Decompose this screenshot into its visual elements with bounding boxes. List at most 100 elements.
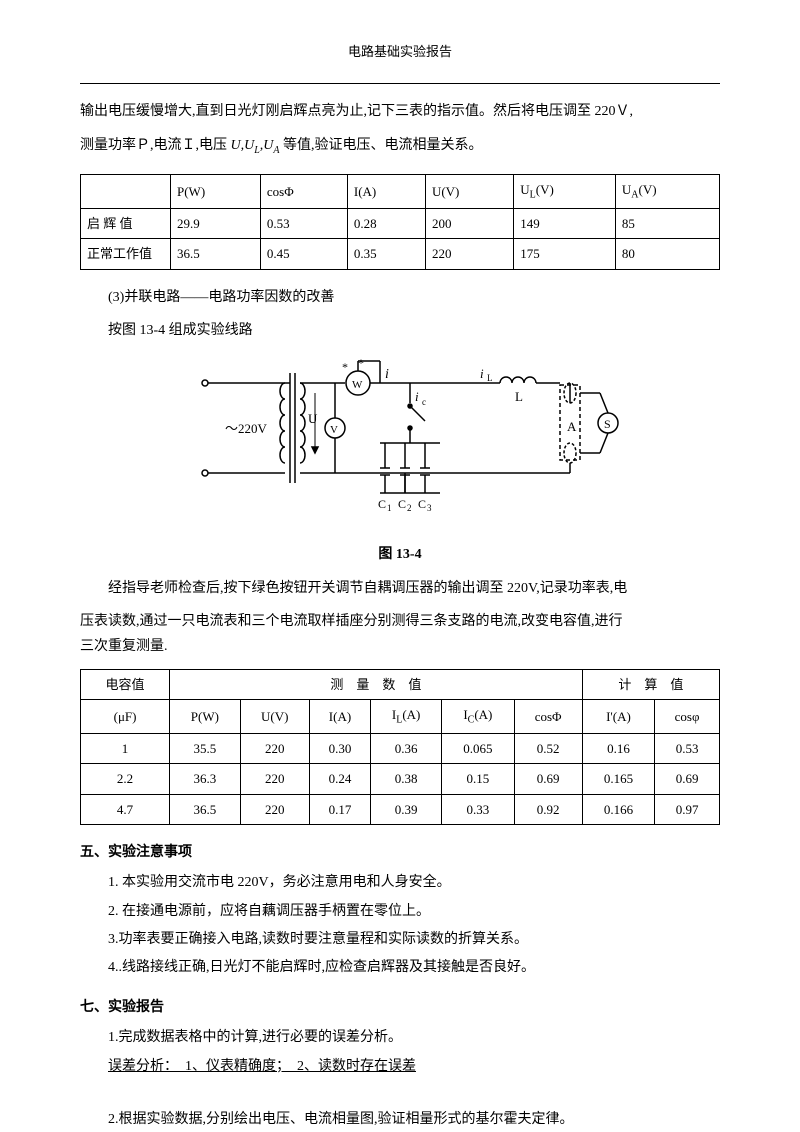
cell: IL(A) <box>371 700 442 734</box>
svg-text:C: C <box>398 497 406 511</box>
svg-text:～220V: ～220V <box>225 421 268 436</box>
list-item: 3.功率表要正确接入电路,读数时要注意量程和实际读数的折算关系。 <box>80 927 720 952</box>
cell: 0.53 <box>655 734 720 764</box>
table-row: 4.7 36.5 220 0.17 0.39 0.33 0.92 0.166 0… <box>81 794 720 824</box>
cell: P(W) <box>170 700 241 734</box>
cell: 0.39 <box>371 794 442 824</box>
cell: 0.97 <box>655 794 720 824</box>
list-item: 1. 本实验用交流市电 220V，务必注意用电和人身安全。 <box>80 870 720 895</box>
cell: 电容值 <box>81 670 170 700</box>
svg-text:*: * <box>342 360 348 374</box>
cell: 0.36 <box>371 734 442 764</box>
cell: 149 <box>514 208 616 238</box>
cell: 0.35 <box>347 239 425 269</box>
cell: 220 <box>240 764 309 794</box>
svg-text:1: 1 <box>387 503 392 513</box>
cell: 0.69 <box>655 764 720 794</box>
cell: cosΦ <box>514 700 582 734</box>
cell: U(V) <box>240 700 309 734</box>
cell: 2.2 <box>81 764 170 794</box>
cell: 0.28 <box>347 208 425 238</box>
list-item: 4..线路接线正确,日光灯不能启辉时,应检查启辉器及其接触是否良好。 <box>80 955 720 980</box>
circuit-diagram: ～220V U V W * * i <box>80 353 720 532</box>
table-2: 电容值 测 量 数 值 计 算 值 (μF) P(W) U(V) I(A) IL… <box>80 669 720 825</box>
intro-vars2: ,U <box>260 138 274 153</box>
svg-text:i: i <box>415 389 419 404</box>
cell: UL(V) <box>514 175 616 209</box>
svg-text:W: W <box>352 379 363 391</box>
svg-text:C: C <box>378 497 386 511</box>
para-after-fig-2: 压表读数,通过一只电流表和三个电流取样插座分别测得三条支路的电流,改变电容值,进… <box>80 609 720 634</box>
cell: IC(A) <box>442 700 514 734</box>
table-row: 2.2 36.3 220 0.24 0.38 0.15 0.69 0.165 0… <box>81 764 720 794</box>
cell: U(V) <box>425 175 513 209</box>
cell: I(A) <box>347 175 425 209</box>
cell: 0.45 <box>260 239 347 269</box>
cell: 测 量 数 值 <box>170 670 583 700</box>
table-row: 电容值 测 量 数 值 计 算 值 <box>81 670 720 700</box>
cell: 0.24 <box>309 764 370 794</box>
cell: 0.065 <box>442 734 514 764</box>
cell: 0.33 <box>442 794 514 824</box>
cell: 0.165 <box>582 764 654 794</box>
cell: cosφ <box>655 700 720 734</box>
svg-text:S: S <box>604 417 611 431</box>
page-header: 电路基础实验报告 <box>80 40 720 63</box>
table-row: (μF) P(W) U(V) I(A) IL(A) IC(A) cosΦ I'(… <box>81 700 720 734</box>
error-analysis: 误差分析： 1、仪表精确度； 2、读数时存在误差 <box>80 1054 720 1079</box>
cell: 0.166 <box>582 794 654 824</box>
header-divider <box>80 83 720 84</box>
cell: I'(A) <box>582 700 654 734</box>
cell: 0.30 <box>309 734 370 764</box>
cell: 计 算 值 <box>582 670 719 700</box>
list-item: 2.根据实验数据,分别绘出电压、电流相量图,验证相量形式的基尔霍夫定律。 <box>80 1107 720 1132</box>
cell: UA(V) <box>615 175 719 209</box>
intro-vars: U,U <box>231 138 255 153</box>
cell <box>81 175 171 209</box>
intro-prefix: 测量功率Ｐ,电流Ｉ,电压 <box>80 138 231 153</box>
cell: 36.5 <box>170 794 241 824</box>
para-after-fig-1: 经指导老师检查后,按下绿色按钮开关调节自耦调压器的输出调至 220V,记录功率表… <box>80 576 720 601</box>
cell: 0.53 <box>260 208 347 238</box>
svg-text:A: A <box>567 419 577 434</box>
table-row: 1 35.5 220 0.30 0.36 0.065 0.52 0.16 0.5… <box>81 734 720 764</box>
cell: 0.16 <box>582 734 654 764</box>
list-item: 2. 在接通电源前，应将自藕调压器手柄置在零位上。 <box>80 899 720 924</box>
cell: (μF) <box>81 700 170 734</box>
cell: 0.52 <box>514 734 582 764</box>
cell: 220 <box>240 734 309 764</box>
cell: 35.5 <box>170 734 241 764</box>
cell: 0.15 <box>442 764 514 794</box>
svg-text:V: V <box>330 424 338 436</box>
sub3-title: (3)并联电路——电路功率因数的改善 <box>80 285 720 310</box>
cell: 36.5 <box>171 239 261 269</box>
svg-text:2: 2 <box>407 503 412 513</box>
cell: 0.17 <box>309 794 370 824</box>
table-row: 正常工作值 36.5 0.45 0.35 220 175 80 <box>81 239 720 269</box>
table-1: P(W) cosΦ I(A) U(V) UL(V) UA(V) 启 辉 值 29… <box>80 174 720 269</box>
svg-text:i: i <box>480 366 484 381</box>
table-row: 启 辉 值 29.9 0.53 0.28 200 149 85 <box>81 208 720 238</box>
cell: P(W) <box>171 175 261 209</box>
cell: 启 辉 值 <box>81 208 171 238</box>
section-5-title: 五、实验注意事项 <box>80 840 720 865</box>
svg-text:i: i <box>385 367 389 382</box>
underline-text: 误差分析： 1、仪表精确度； 2、读数时存在误差 <box>108 1059 416 1074</box>
svg-text:3: 3 <box>427 503 432 513</box>
sub3-line: 按图 13-4 组成实验线路 <box>80 318 720 343</box>
svg-text:L: L <box>487 373 493 383</box>
circuit-svg: ～220V U V W * * i <box>180 353 620 523</box>
cell: 1 <box>81 734 170 764</box>
cell: 80 <box>615 239 719 269</box>
intro-line-2: 测量功率Ｐ,电流Ｉ,电压 U,UL,UA 等值,验证电压、电流相量关系。 <box>80 133 720 160</box>
cell: 0.38 <box>371 764 442 794</box>
cell: 85 <box>615 208 719 238</box>
svg-text:U: U <box>308 411 318 426</box>
svg-text:c: c <box>422 397 426 407</box>
intro-line-1: 输出电压缓慢增大,直到日光灯刚启辉点亮为止,记下三表的指示值。然后将电压调至 2… <box>80 99 720 124</box>
cell: I(A) <box>309 700 370 734</box>
para-after-fig-3: 三次重复测量. <box>80 634 720 659</box>
cell: 220 <box>425 239 513 269</box>
section-7-title: 七、实验报告 <box>80 995 720 1020</box>
cell: cosΦ <box>260 175 347 209</box>
